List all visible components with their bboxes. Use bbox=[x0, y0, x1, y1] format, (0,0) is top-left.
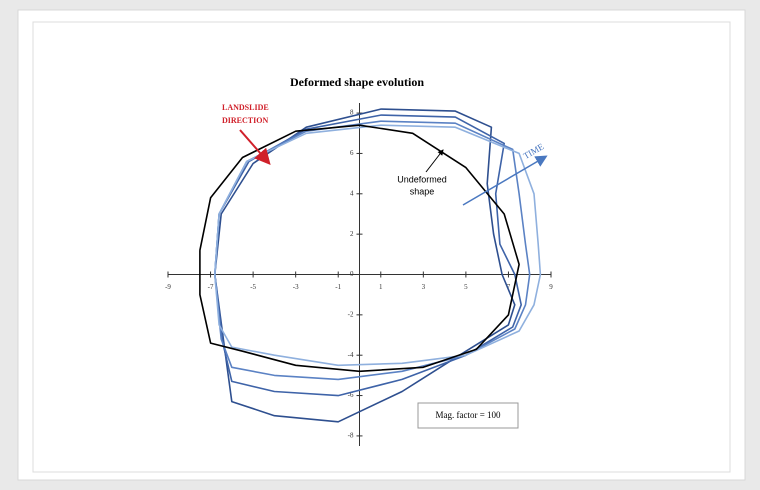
shape-line bbox=[199, 124, 520, 373]
y-tick-label: -6 bbox=[348, 391, 354, 399]
y-tick-label: -2 bbox=[348, 310, 354, 318]
y-tick-label: 6 bbox=[350, 149, 354, 157]
plot: -9 -7 -5 -3 -1 1 3 5 7 9 -8 -6 -4 -2 0 2 4 6 8 bbox=[165, 103, 553, 446]
annotation: Mag. factor = 100 bbox=[435, 410, 501, 420]
annotation: DIRECTION bbox=[222, 116, 268, 125]
annotation: shape bbox=[410, 186, 435, 196]
y-tick-label: 4 bbox=[350, 189, 354, 197]
x-tick-label: 3 bbox=[422, 283, 426, 291]
time-arrow bbox=[462, 155, 548, 206]
x-tick-label: 9 bbox=[549, 283, 553, 291]
chart-title: Deformed shape evolution bbox=[290, 75, 424, 89]
annotation: Undeformed bbox=[397, 174, 447, 184]
x-tick-label: -7 bbox=[208, 283, 214, 291]
y-tick-label: 0 bbox=[350, 270, 354, 278]
x-tick-label: -1 bbox=[335, 283, 341, 291]
x-tick-label: 1 bbox=[379, 283, 383, 291]
x-tick-label: 5 bbox=[464, 283, 468, 291]
y-tick-label: 8 bbox=[350, 109, 354, 117]
x-tick-label: -3 bbox=[293, 283, 299, 291]
undeformed-arrow bbox=[425, 149, 444, 173]
x-tick-label: 7 bbox=[507, 283, 511, 291]
shape-line bbox=[214, 120, 531, 381]
y-tick-label: -4 bbox=[348, 351, 354, 359]
annotation: LANDSLIDE bbox=[222, 103, 269, 112]
x-tick-label: -5 bbox=[250, 283, 256, 291]
frame bbox=[32, 21, 731, 473]
mag-box bbox=[417, 402, 519, 429]
shape-line bbox=[214, 108, 516, 423]
landslide-arrow bbox=[239, 129, 271, 166]
y-tick-label: -8 bbox=[348, 432, 354, 440]
shape-line bbox=[214, 114, 522, 397]
shape-line bbox=[214, 124, 542, 367]
y-tick-label: 2 bbox=[350, 230, 354, 238]
x-tick-label: -9 bbox=[165, 283, 171, 291]
